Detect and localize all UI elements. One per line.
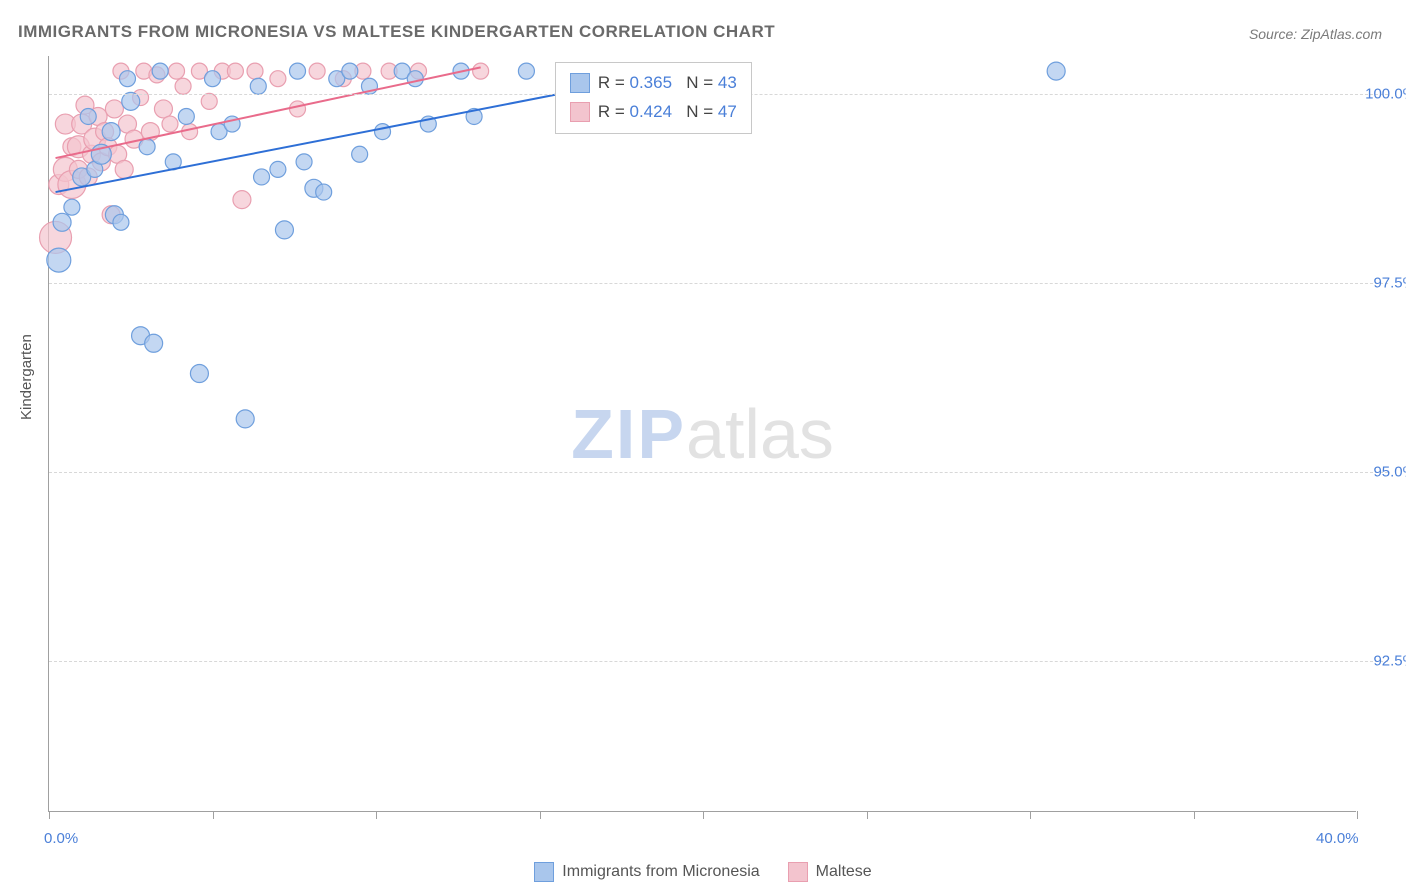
scatter-point — [254, 169, 270, 185]
x-max-label: 40.0% — [1316, 830, 1359, 847]
scatter-point — [113, 214, 129, 230]
scatter-point — [342, 63, 358, 79]
legend-swatch — [570, 73, 590, 93]
scatter-point — [139, 139, 155, 155]
scatter-point — [47, 248, 71, 272]
scatter-point — [64, 199, 80, 215]
plot-area: ZIPatlas 92.5%95.0%97.5%100.0% — [48, 56, 1356, 812]
scatter-point — [290, 63, 306, 79]
legend-stats-row: R = 0.365 N = 43 — [570, 69, 737, 98]
scatter-point — [162, 116, 178, 132]
scatter-point — [275, 221, 293, 239]
scatter-point — [1047, 62, 1065, 80]
scatter-point — [296, 154, 312, 170]
y-tick-label: 95.0% — [1373, 463, 1406, 480]
source-attribution: Source: ZipAtlas.com — [1249, 26, 1382, 42]
scatter-point — [152, 63, 168, 79]
legend-stat-text: R = 0.365 N = 43 — [598, 69, 737, 98]
legend-swatch-blue — [534, 862, 554, 882]
legend-swatch-pink — [788, 862, 808, 882]
legend-bottom-item-2: Maltese — [788, 862, 872, 882]
legend-stat-text: R = 0.424 N = 47 — [598, 98, 737, 127]
x-tick — [213, 811, 214, 819]
scatter-point — [178, 108, 194, 124]
scatter-point — [102, 123, 120, 141]
scatter-point — [115, 160, 133, 178]
x-min-label: 0.0% — [44, 830, 78, 847]
y-tick-label: 92.5% — [1373, 652, 1406, 669]
scatter-point — [154, 100, 172, 118]
scatter-point — [473, 63, 489, 79]
scatter-point — [105, 100, 123, 118]
scatter-point — [169, 63, 185, 79]
scatter-point — [175, 78, 191, 94]
scatter-point — [518, 63, 534, 79]
scatter-point — [247, 63, 263, 79]
scatter-point — [201, 93, 217, 109]
legend-bottom: Immigrants from Micronesia Maltese — [0, 862, 1406, 882]
gridline — [49, 472, 1388, 473]
scatter-point — [309, 63, 325, 79]
x-tick — [867, 811, 868, 819]
scatter-point — [205, 71, 221, 87]
legend-swatch — [570, 102, 590, 122]
gridline — [49, 283, 1388, 284]
x-tick — [1030, 811, 1031, 819]
legend-label: Immigrants from Micronesia — [562, 863, 759, 881]
scatter-point — [119, 71, 135, 87]
y-tick-label: 100.0% — [1365, 85, 1406, 102]
legend-stats: R = 0.365 N = 43R = 0.424 N = 47 — [555, 62, 752, 134]
scatter-point — [236, 410, 254, 428]
scatter-point — [316, 184, 332, 200]
scatter-point — [270, 71, 286, 87]
x-tick — [703, 811, 704, 819]
scatter-point — [233, 191, 251, 209]
chart-title: IMMIGRANTS FROM MICRONESIA VS MALTESE KI… — [18, 22, 775, 42]
plot-svg — [49, 56, 1356, 811]
x-tick — [1357, 811, 1358, 819]
scatter-point — [227, 63, 243, 79]
scatter-point — [270, 161, 286, 177]
scatter-point — [80, 108, 96, 124]
y-tick-label: 97.5% — [1373, 274, 1406, 291]
y-axis-title: Kindergarten — [18, 334, 35, 420]
scatter-point — [122, 92, 140, 110]
scatter-point — [290, 101, 306, 117]
x-tick — [540, 811, 541, 819]
scatter-point — [250, 78, 266, 94]
scatter-point — [352, 146, 368, 162]
legend-stats-row: R = 0.424 N = 47 — [570, 98, 737, 127]
x-tick — [376, 811, 377, 819]
chart-container: IMMIGRANTS FROM MICRONESIA VS MALTESE KI… — [0, 0, 1406, 892]
legend-label: Maltese — [816, 863, 872, 881]
scatter-point — [407, 71, 423, 87]
scatter-point — [145, 334, 163, 352]
gridline — [49, 661, 1388, 662]
scatter-point — [190, 365, 208, 383]
scatter-point — [375, 124, 391, 140]
x-tick — [49, 811, 50, 819]
scatter-point — [53, 213, 71, 231]
legend-bottom-item-1: Immigrants from Micronesia — [534, 862, 759, 882]
x-tick — [1194, 811, 1195, 819]
